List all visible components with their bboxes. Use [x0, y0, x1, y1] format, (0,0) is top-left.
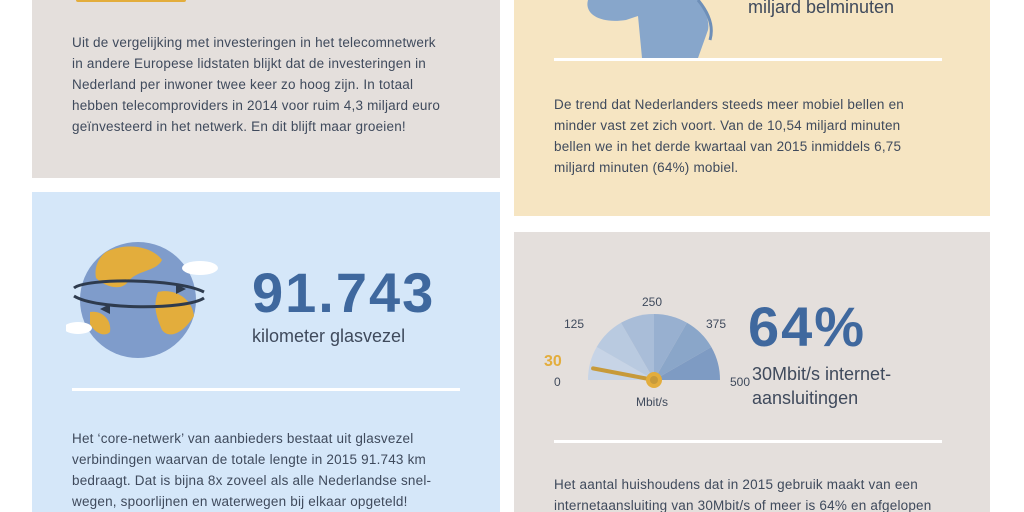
internet-paragraph: Het aantal huishoudens dat in 2015 gebru…: [554, 477, 932, 512]
fiber-panel: 91.743 kilometer glasvezel Het ‘core-net…: [32, 192, 500, 512]
gauge-segment-5: [654, 322, 712, 380]
gauge-segment-4: [654, 313, 687, 380]
gauge-tick-0: 0: [554, 375, 561, 389]
gauge-segment-2: [596, 322, 654, 380]
speed-gauge: 0 125 250 375 500 30 Mbit/s: [544, 295, 750, 409]
gauge-value-label: 30: [544, 353, 562, 370]
call-minutes-divider: [554, 58, 942, 61]
gauge-unit-label: Mbit/s: [636, 395, 668, 409]
fiber-label: kilometer glasvezel: [252, 326, 406, 346]
gauge-tick-125: 125: [564, 317, 584, 331]
internet-label: 30Mbit/s internet- aansluitingen: [752, 364, 892, 408]
person-phone-icon: [587, 0, 713, 58]
internet-speed-panel: 0 125 250 375 500 30 Mbit/s 64% 30Mbit/s…: [514, 232, 990, 512]
call-minutes-label: miljard belminuten: [748, 0, 895, 17]
gauge-tick-250: 250: [642, 295, 662, 309]
gauge-segment-3: [621, 313, 654, 380]
gauge-needle: [591, 366, 662, 388]
fiber-divider: [72, 388, 460, 391]
globe-icon: [66, 242, 218, 358]
fiber-number: 91.743: [252, 261, 436, 324]
gauge-tick-375: 375: [706, 317, 726, 331]
investment-paragraph: Uit de vergelijking met investeringen in…: [72, 35, 441, 134]
gauge-tick-500: 500: [730, 375, 750, 389]
fiber-paragraph: Het ‘core-netwerk’ van aanbieders bestaa…: [72, 431, 432, 509]
gauge-segment-6: [654, 347, 721, 380]
investment-panel: Uit de vergelijking met investeringen in…: [32, 0, 500, 178]
internet-divider: [554, 440, 942, 443]
call-minutes-paragraph: De trend dat Nederlanders steeds meer mo…: [554, 97, 904, 175]
call-minutes-panel: miljard belminuten De trend dat Nederlan…: [514, 0, 990, 216]
internet-percentage: 64%: [748, 295, 867, 358]
coin-stack-icon: [76, 0, 186, 2]
